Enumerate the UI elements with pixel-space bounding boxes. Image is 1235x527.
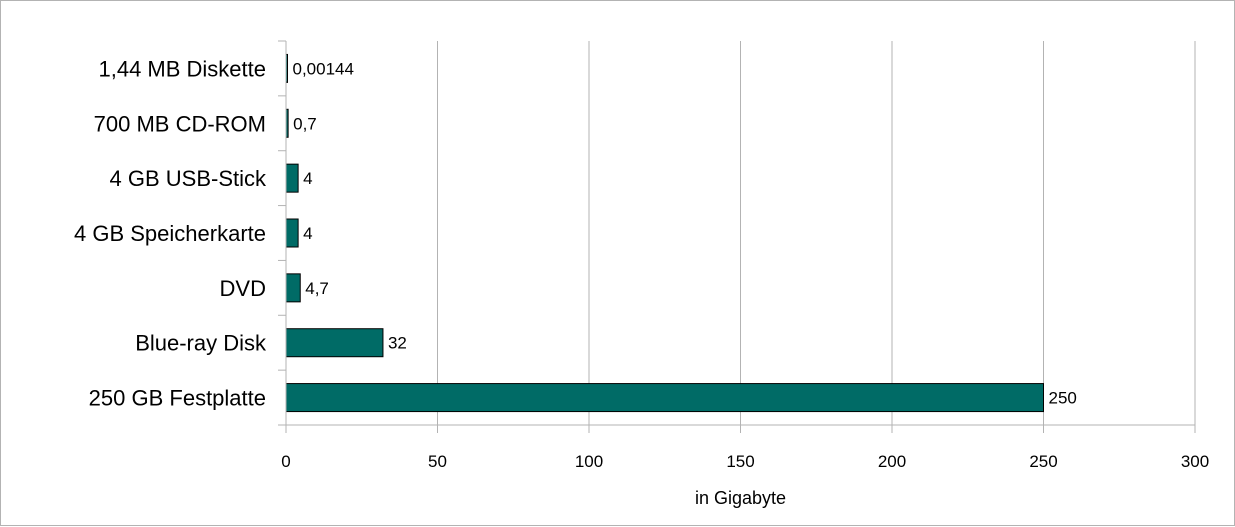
data-label: 4,7 [305, 279, 329, 298]
category-label: 1,44 MB Diskette [98, 56, 266, 81]
bar-2 [285, 163, 299, 193]
bars [285, 53, 1044, 413]
category-label: 700 MB CD-ROM [94, 111, 266, 136]
bar-6 [285, 383, 1044, 413]
x-axis-title: in Gigabyte [695, 488, 786, 508]
x-tick-label: 50 [428, 452, 447, 471]
data-label: 4 [303, 169, 312, 188]
x-tick-label: 200 [878, 452, 906, 471]
category-label: DVD [220, 276, 266, 301]
bar-4 [285, 273, 301, 303]
x-tick-label: 150 [726, 452, 754, 471]
bar-3 [285, 218, 299, 248]
category-label: 250 GB Festplatte [89, 386, 266, 411]
data-label: 250 [1049, 389, 1077, 408]
data-label: 4 [303, 224, 312, 243]
labels: 0 50 100 150 200 250 300 1,44 MB Diskette 0,0014… [74, 56, 1209, 471]
gridlines [437, 41, 1196, 425]
x-tick-label: 250 [1029, 452, 1057, 471]
data-label: 0,00144 [293, 59, 354, 78]
category-label: 4 GB Speicherkarte [74, 221, 266, 246]
x-tick-label: 100 [575, 452, 603, 471]
bar-5 [285, 328, 384, 358]
data-label: 32 [388, 334, 407, 353]
x-tick-label: 300 [1181, 452, 1209, 471]
data-label: 0,7 [293, 114, 317, 133]
x-tick-label: 0 [281, 452, 290, 471]
axes [278, 40, 1196, 433]
category-label: 4 GB USB-Stick [110, 166, 267, 191]
category-label: Blue-ray Disk [135, 331, 267, 356]
